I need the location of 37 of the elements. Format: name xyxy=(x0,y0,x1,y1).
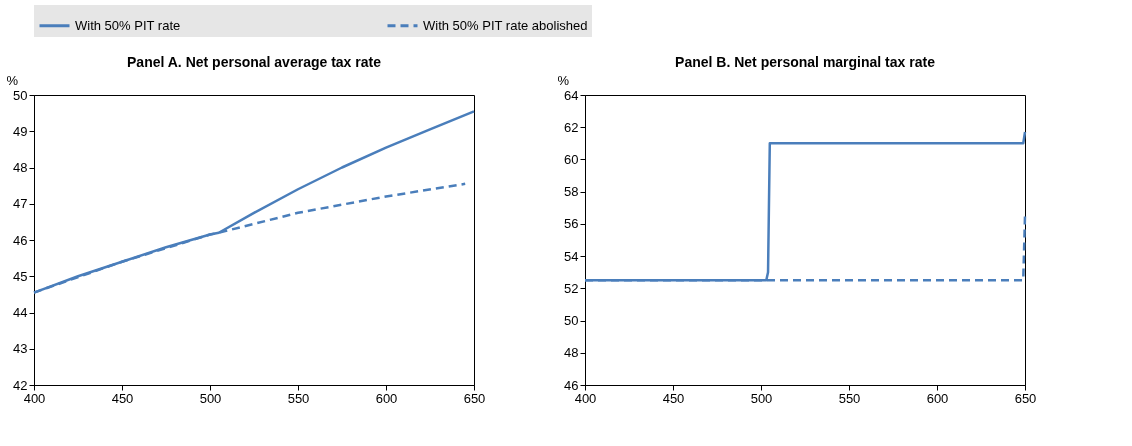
y-tick-label: 52 xyxy=(564,280,579,296)
y-tick-label: 64 xyxy=(564,87,579,103)
y-tick-label: 46 xyxy=(564,377,579,393)
y-tick-label: 47 xyxy=(13,196,28,212)
y-tick-label: 49 xyxy=(13,123,28,139)
x-tick-label: 400 xyxy=(23,390,46,406)
y-tick-label: 62 xyxy=(564,119,579,135)
legend-label: With 50% PIT rate xyxy=(75,17,181,33)
x-tick-label: 550 xyxy=(838,390,861,406)
y-tick-label: 58 xyxy=(564,184,579,200)
y-tick-label: 46 xyxy=(13,232,28,248)
x-tick-label: 650 xyxy=(463,390,486,406)
x-tick-label: 600 xyxy=(926,390,949,406)
x-tick-label: 500 xyxy=(750,390,773,406)
y-tick-label: 45 xyxy=(13,268,28,284)
legend-label: With 50% PIT rate abolished xyxy=(423,17,588,33)
x-tick-label: 500 xyxy=(199,390,222,406)
y-tick-label: 44 xyxy=(13,305,28,320)
y-tick-label: 48 xyxy=(13,160,28,175)
y-tick-label: 50 xyxy=(564,313,579,329)
y-tick-label: 54 xyxy=(564,248,579,264)
y-tick-label: 60 xyxy=(564,151,579,167)
y-tick-label: 56 xyxy=(564,216,579,232)
x-tick-label: 550 xyxy=(287,390,310,406)
y-axis-title: % xyxy=(557,72,570,88)
y-tick-label: 43 xyxy=(13,341,28,357)
y-tick-label: 48 xyxy=(564,345,579,361)
y-axis-title: % xyxy=(6,72,19,88)
x-tick-label: 600 xyxy=(375,390,398,406)
y-tick-label: 50 xyxy=(13,87,28,103)
chart-title: Panel B. Net personal marginal tax rate xyxy=(675,54,936,70)
y-tick-label: 42 xyxy=(13,377,28,393)
x-tick-label: 650 xyxy=(1014,390,1037,406)
x-tick-label: 450 xyxy=(111,390,134,406)
x-tick-label: 400 xyxy=(574,390,597,406)
chart-title: Panel A. Net personal average tax rate xyxy=(127,54,382,70)
x-tick-label: 450 xyxy=(662,390,685,406)
